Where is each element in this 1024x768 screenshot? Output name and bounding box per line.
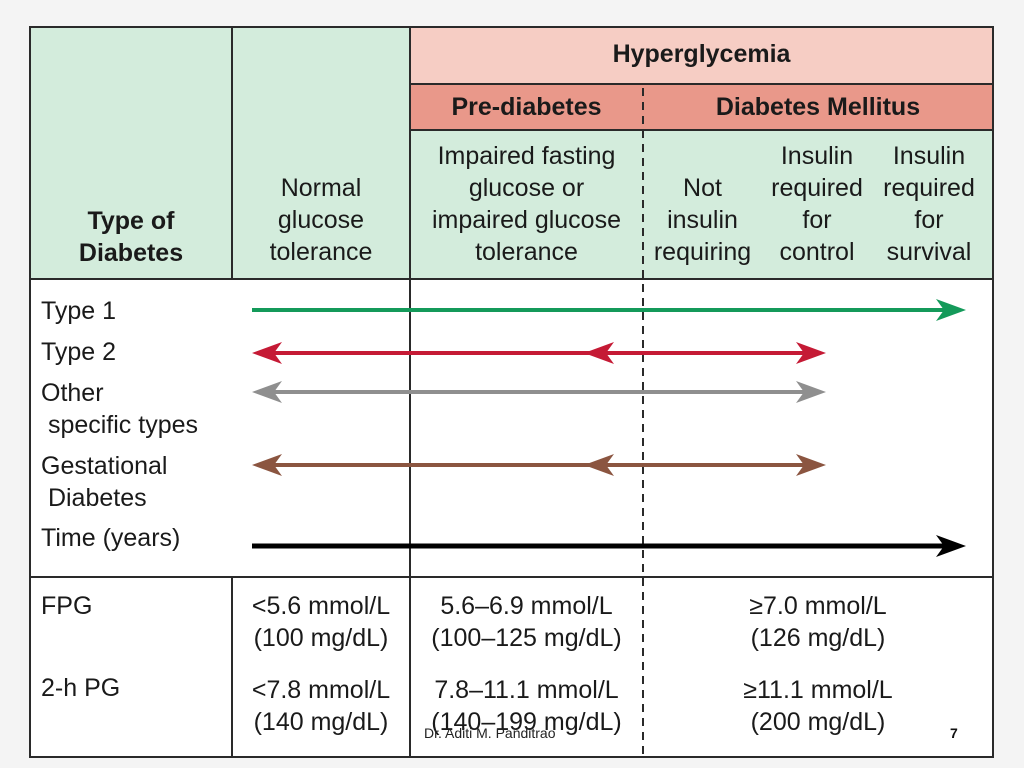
- not-insulin-heading: Not insulin requiring: [653, 174, 752, 266]
- row-label-other: Other specific types: [41, 379, 199, 439]
- fpg-label: FPG: [41, 592, 93, 620]
- slide-number: 7: [950, 725, 958, 741]
- header-green-left: [30, 27, 410, 279]
- insulin-survival-heading: Insulin required for survival: [883, 142, 975, 266]
- pg2h-label: 2-h PG: [41, 674, 121, 702]
- row-label-gestational: Gestational Diabetes: [41, 452, 168, 512]
- footer-credit: Dr. Aditi M. Panditrao: [424, 725, 556, 741]
- pg2h-normal: <7.8 mmol/L (140 mg/dL): [251, 676, 391, 736]
- pg2h-diabetes: ≥11.1 mmol/L (200 mg/dL): [743, 676, 893, 736]
- fpg-diabetes: ≥7.0 mmol/L (126 mg/dL): [749, 592, 887, 652]
- arrowhead-left-type2: [252, 342, 282, 364]
- fpg-normal: <5.6 mmol/L (100 mg/dL): [251, 592, 391, 652]
- arrowhead-left-gestational: [252, 454, 282, 476]
- normal-glucose-heading: Normal glucose tolerance: [269, 174, 373, 266]
- diabetes-mellitus-heading: Diabetes Mellitus: [715, 93, 921, 121]
- arrowhead-right-other: [796, 381, 826, 403]
- prediabetes-heading: Pre-diabetes: [451, 93, 602, 121]
- arrowhead-inner-type2: [584, 342, 614, 364]
- arrows-layer: [252, 299, 966, 557]
- arrowhead-right-gestational: [796, 454, 826, 476]
- arrowhead-inner-gestational: [584, 454, 614, 476]
- arrowhead-left-other: [252, 381, 282, 403]
- arrowhead-right-time: [936, 535, 966, 557]
- row-label-time: Time (years): [41, 524, 181, 552]
- row-label-type2: Type 2: [41, 338, 117, 366]
- hyperglycemia-heading: Hyperglycemia: [612, 40, 791, 68]
- fpg-prediabetes: 5.6–6.9 mmol/L (100–125 mg/dL): [431, 592, 622, 652]
- impaired-glucose-heading: Impaired fasting glucose or impaired glu…: [432, 142, 621, 266]
- header-green-right: [410, 130, 993, 279]
- hyperglycemia-band: [410, 27, 993, 84]
- pg2h-prediabetes: 7.8–11.1 mmol/L (140–199 mg/dL): [431, 676, 622, 736]
- arrowhead-right-type2: [796, 342, 826, 364]
- subheader-band: [410, 84, 993, 130]
- arrowhead-right-type1: [936, 299, 966, 321]
- insulin-control-heading: Insulin required for control: [771, 142, 863, 266]
- type-of-diabetes-heading: Type of Diabetes: [78, 207, 184, 267]
- row-label-type1: Type 1: [41, 297, 117, 325]
- outer-border: [29, 26, 994, 758]
